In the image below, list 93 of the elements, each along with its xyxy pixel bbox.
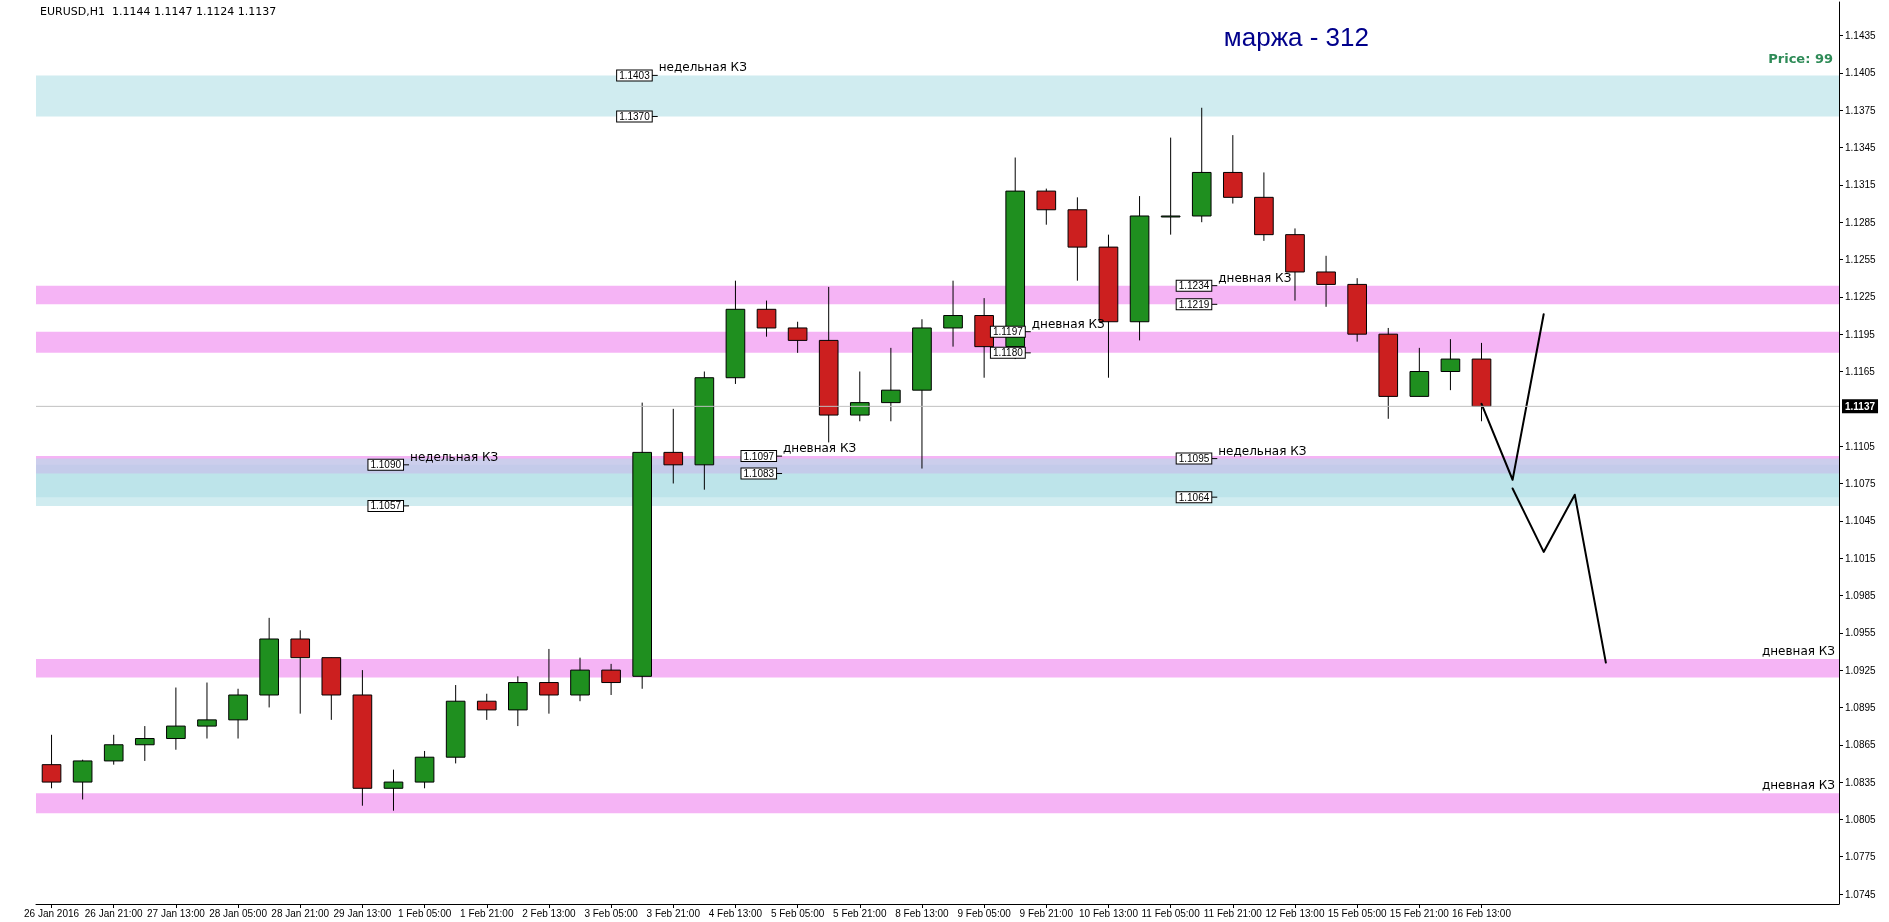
band-label: дневная КЗ xyxy=(1031,316,1105,331)
x-tick-label: 15 Feb 05:00 xyxy=(1327,907,1388,919)
line-series xyxy=(1511,487,1607,664)
candlestick xyxy=(787,321,808,354)
annotation: 1.1370 xyxy=(619,110,651,122)
band-label: недельная КЗ xyxy=(658,60,747,75)
x-tick-label: 27 Jan 13:00 xyxy=(146,907,206,919)
annotation: 1.1180 xyxy=(992,347,1024,359)
band-label: дневная КЗ xyxy=(1761,643,1835,658)
candlestick xyxy=(290,629,311,715)
chart-title: EURUSD,H1 1.1144 1.1147 1.1124 1.1137 xyxy=(40,5,277,18)
annotation: маржа - 312 xyxy=(1223,22,1370,52)
band-label: дневная КЗ xyxy=(1218,270,1292,285)
x-tick-label: 3 Feb 05:00 xyxy=(584,907,639,919)
annotation: 1.1095 xyxy=(1178,453,1210,465)
band-label: дневная КЗ xyxy=(1761,778,1835,793)
y-tick-label: 1.1255 xyxy=(1845,254,1877,266)
x-tick-label: 9 Feb 05:00 xyxy=(957,907,1012,919)
band-label: недельная КЗ xyxy=(410,449,499,464)
annotation: 1.1197 xyxy=(992,326,1024,338)
y-tick-label: 1.0805 xyxy=(1845,813,1877,825)
y-tick-label: 1.1375 xyxy=(1845,104,1877,116)
candlestick xyxy=(41,734,62,789)
x-tick-label: 8 Feb 13:00 xyxy=(895,907,950,919)
ref-line-label: 1.1137 xyxy=(1845,400,1876,412)
y-tick-label: 1.1435 xyxy=(1845,30,1877,42)
candlestick xyxy=(663,408,684,484)
y-tick-label: 1.0835 xyxy=(1845,776,1877,788)
y-tick-label: 1.1045 xyxy=(1845,515,1877,527)
y-tick-label: 1.0745 xyxy=(1845,888,1877,900)
x-tick-label: 12 Feb 13:00 xyxy=(1265,907,1325,919)
x-tick-label: 1 Feb 21:00 xyxy=(460,907,514,919)
candlestick xyxy=(1036,188,1057,226)
candlestick xyxy=(103,734,124,766)
x-tick-label: 3 Feb 21:00 xyxy=(646,907,701,919)
annotation: 1.1403 xyxy=(619,69,651,81)
y-tick-label: 1.0775 xyxy=(1845,851,1877,863)
x-tick-label: 5 Feb 21:00 xyxy=(833,907,887,919)
x-tick-label: 15 Feb 21:00 xyxy=(1389,907,1450,919)
x-tick-label: 2 Feb 13:00 xyxy=(522,907,577,919)
y-tick-label: 1.1195 xyxy=(1845,328,1876,340)
candlestick xyxy=(72,759,93,800)
x-tick-label: 11 Feb 21:00 xyxy=(1203,907,1263,919)
candlestick xyxy=(476,693,497,721)
x-tick-label: 28 Jan 05:00 xyxy=(209,907,268,919)
y-tick-label: 1.1285 xyxy=(1845,216,1877,228)
y-tick-label: 1.0955 xyxy=(1845,627,1877,639)
candlestick xyxy=(943,280,963,348)
y-tick-label: 1.1345 xyxy=(1845,142,1877,154)
x-tick-label: 4 Feb 13:00 xyxy=(708,907,763,919)
annotation: 1.1064 xyxy=(1178,491,1210,503)
candlestick xyxy=(849,371,870,422)
x-tick-label: 16 Feb 13:00 xyxy=(1452,907,1512,919)
y-tick-label: 1.1225 xyxy=(1845,291,1877,303)
x-tick-label: 9 Feb 21:00 xyxy=(1019,907,1074,919)
y-tick-label: 1.1075 xyxy=(1845,477,1877,489)
candlestick xyxy=(601,663,621,696)
x-tick-label: 29 Jan 13:00 xyxy=(333,907,392,919)
band-label: дневная КЗ xyxy=(783,441,857,456)
candlestick xyxy=(134,725,155,762)
x-tick-label: 10 Feb 13:00 xyxy=(1079,907,1139,919)
annotation: 1.1090 xyxy=(370,459,402,471)
x-tick-label: 5 Feb 05:00 xyxy=(770,907,825,919)
y-tick-label: 1.0895 xyxy=(1845,701,1877,713)
y-tick-label: 1.1165 xyxy=(1845,366,1876,378)
candlestick xyxy=(1160,137,1181,236)
candlestick xyxy=(197,682,217,740)
y-tick-label: 1.1315 xyxy=(1845,179,1877,191)
candlestick xyxy=(1440,338,1461,391)
y-tick-label: 1.1405 xyxy=(1845,67,1877,79)
candlestick xyxy=(756,300,777,338)
annotation: 1.1083 xyxy=(743,468,775,480)
candlestick xyxy=(881,347,901,422)
candlestick xyxy=(539,648,559,715)
y-tick-label: 1.0865 xyxy=(1845,739,1877,751)
annotation: 1.1219 xyxy=(1178,298,1210,310)
candlestick xyxy=(166,687,186,751)
y-tick-label: 1.1105 xyxy=(1845,440,1876,452)
y-tick-label: 1.0985 xyxy=(1845,589,1877,601)
x-tick-label: 1 Feb 05:00 xyxy=(397,907,452,919)
y-tick-label: 1.0925 xyxy=(1845,664,1877,676)
annotation: 1.1097 xyxy=(743,450,775,462)
x-tick-label: 11 Feb 05:00 xyxy=(1141,907,1201,919)
y-tick-label: 1.1015 xyxy=(1845,552,1877,564)
annotation: Price: 99 xyxy=(1768,51,1833,66)
x-tick-label: 28 Jan 21:00 xyxy=(271,907,330,919)
x-tick-label: 26 Jan 2016 xyxy=(24,907,80,919)
annotation: 1.1234 xyxy=(1178,280,1210,292)
x-tick-label: 26 Jan 21:00 xyxy=(84,907,144,919)
annotation: 1.1057 xyxy=(370,500,402,512)
band-label: недельная КЗ xyxy=(1218,443,1307,458)
candlestick xyxy=(1316,255,1336,308)
candlestick xyxy=(383,769,404,812)
